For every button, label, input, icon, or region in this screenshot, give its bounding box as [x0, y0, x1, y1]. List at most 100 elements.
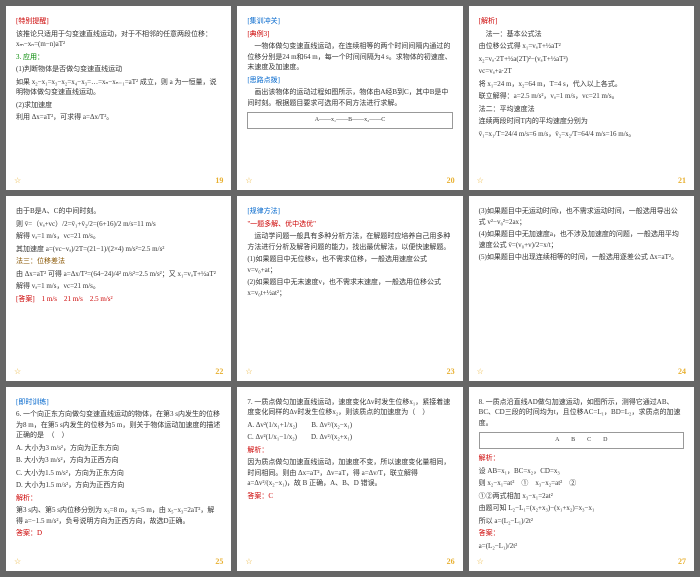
paragraph: v̄₁=x₁/T=24/4 m/s=6 m/s，v̄₂=x₂/T=64/4 m/… — [479, 129, 684, 140]
paragraph: 解析： — [16, 493, 221, 504]
paragraph: 3. 应用： — [16, 52, 221, 63]
paragraph: [特别提醒] — [16, 16, 221, 27]
text-red: "一题多解、优中选优" — [247, 220, 316, 228]
paragraph: [规律方法] — [247, 206, 452, 217]
star-icon: ☆ — [245, 366, 252, 378]
slide-number: 26 — [447, 556, 455, 568]
star-icon: ☆ — [245, 175, 252, 187]
slide-number: 24 — [678, 366, 686, 378]
slide-25: [即时训练] 6. 一个向正东方向做匀变速直线运动的物体，在第3 s内发生的位移为… — [6, 387, 231, 571]
paragraph: 画出该物体的运动过程如图所示，物体由A经B到C，其中B是中间时刻。根据题目要求可… — [247, 87, 452, 108]
paragraph: C. Δv²(1/x₁−1/x₂) D. Δv²/(x₂+x₁) — [247, 432, 452, 443]
star-icon: ☆ — [14, 175, 21, 187]
paragraph: 该推论只适用于匀变速直线运动，对于不相邻的任意两段位移：xₘ−xₙ=(m−n)a… — [16, 29, 221, 50]
paragraph: [典例3] — [247, 29, 452, 40]
slide-26: 7. 一质点做匀加速直线运动，速度变化Δv时发生位移x₁，紧接着速度变化同样的Δ… — [237, 387, 462, 571]
paragraph: (1)如果题目中无位移x，也不需求位移，一般选用速度公式 v=v₀+at； — [247, 254, 452, 275]
paragraph: 解得 vₐ=1 m/s，vc=21 m/s。 — [16, 281, 221, 292]
star-icon: ☆ — [14, 556, 21, 568]
paragraph: 则 x₂−x₁=at² ① x₃−x₂=at² ② — [479, 478, 684, 489]
text-blue: [即时训练] — [16, 398, 49, 406]
text-red: 解析： — [479, 454, 500, 462]
paragraph: 答案：D — [16, 528, 221, 539]
text-red: 解析： — [16, 494, 37, 502]
slide-27: 8. 一质点沿直线AD做匀加速运动，如图所示，测得它通过AB、BC、CD三段的时… — [469, 387, 694, 571]
text-red: [答案] 1 m/s 21 m/s 2.5 m/s² — [16, 295, 113, 303]
paragraph: 一物体做匀变速直线运动，在连续相等的两个时间间隔内通过的位移分别是24 m和64… — [247, 41, 452, 73]
paragraph: 答案：C — [247, 491, 452, 502]
paragraph: x₂=vₐ·2T+½a(2T)²−(vₐT+½aT²) — [479, 54, 684, 65]
paragraph: (3)如果题目中无运动时间t，也不需求运动时间，一般选用导出公式 v²−v₀²=… — [479, 206, 684, 227]
slide-number: 23 — [447, 366, 455, 378]
paragraph: 则 v̄=（vₐ+vc）/2=v̄₁+v̄₂/2=(6+16)/2 m/s=11… — [16, 219, 221, 230]
paragraph: 其加速度 a=(vc−vₐ)/2T=(21−1)/(2×4) m/s²=2.5 … — [16, 244, 221, 255]
diagram-box: A——x₁——B——x₂——C — [247, 112, 452, 129]
slide-21: [解析] 法一：基本公式法由位移公式得 x₁=vₐT+½aT² x₂=vₐ·2T+… — [469, 6, 694, 190]
text-brown: 法三：位移差法 — [16, 257, 65, 265]
paragraph: [解析] — [479, 16, 684, 27]
text-red: 解析： — [247, 446, 268, 454]
paragraph: 由题可知 L₂−L₁=(x₂+x₃)−(x₁+x₂)=x₃−x₁ — [479, 503, 684, 514]
paragraph: (2)求加速度 — [16, 100, 221, 111]
slide-number: 27 — [678, 556, 686, 568]
diagram-box: A B C D — [479, 432, 684, 449]
paragraph: 连续两段时间T内的平均速度分别为 — [479, 116, 684, 127]
paragraph: (4)如果题目中无加速度a，也不涉及加速度的问题，一般选用平均速度公式 v̄=(… — [479, 229, 684, 250]
paragraph: a=(L₂−L₁)/2t² — [479, 541, 684, 552]
star-icon: ☆ — [477, 556, 484, 568]
paragraph: [即时训练] — [16, 397, 221, 408]
slide-23: [规律方法] "一题多解、优中选优" 运动学问题一般具有多种分析方法，在解题时应培… — [237, 196, 462, 380]
paragraph: 解得 vₐ=1 m/s，vc=21 m/s。 — [16, 231, 221, 242]
paragraph: 联立解得：a=2.5 m/s²，vₐ=1 m/s，vc=21 m/s。 — [479, 91, 684, 102]
paragraph: [集训冲关] — [247, 16, 452, 27]
text-red: 答案：D — [16, 529, 42, 537]
slide-24: (3)如果题目中无运动时间t，也不需求运动时间，一般选用导出公式 v²−v₀²=… — [469, 196, 694, 380]
paragraph: "一题多解、优中选优" — [247, 219, 452, 230]
paragraph: 解析： — [479, 453, 684, 464]
paragraph: 将 x₁=24 m，x₂=64 m，T=4 s，代入以上各式。 — [479, 79, 684, 90]
paragraph: C. 大小为1.5 m/s²，方向为正东方向 — [16, 468, 221, 479]
paragraph: 运动学问题一般具有多种分析方法，在解题时应培养自己用多种方法进行分析及解答问题的… — [247, 231, 452, 252]
text-red: [解析] — [479, 17, 498, 25]
paragraph: [答案] 1 m/s 21 m/s 2.5 m/s² — [16, 294, 221, 305]
slide-22: 由于B是A、C的中间时刻。则 v̄=（vₐ+vc）/2=v̄₁+v̄₂/2=(6… — [6, 196, 231, 380]
paragraph: A. 大小为3 m/s²，方向为正东方向 — [16, 443, 221, 454]
star-icon: ☆ — [245, 556, 252, 568]
slide-number: 22 — [215, 366, 223, 378]
paragraph: 答案： — [479, 528, 684, 539]
text-red: 答案：C — [247, 492, 273, 500]
star-icon: ☆ — [477, 366, 484, 378]
paragraph: 解析： — [247, 445, 452, 456]
paragraph: 法一：基本公式法 — [479, 29, 684, 40]
paragraph: 因为质点做匀加速直线运动，加速度不变，所以速度变化量相同，时间相同。则由 Δx=… — [247, 457, 452, 489]
paragraph: 设 AB=x₁，BC=x₂，CD=x₃ — [479, 466, 684, 477]
paragraph: 利用 Δx=aT²，可求得 a=Δx/T²。 — [16, 112, 221, 123]
paragraph: 7. 一质点做匀加速直线运动，速度变化Δv时发生位移x₁，紧接着速度变化同样的Δ… — [247, 397, 452, 418]
slide-number: 25 — [215, 556, 223, 568]
paragraph: 6. 一个向正东方向做匀变速直线运动的物体，在第3 s内发生的位移为8 m，在第… — [16, 409, 221, 441]
paragraph: 由于B是A、C的中间时刻。 — [16, 206, 221, 217]
paragraph: 所以 a=(L₂−L₁)/2t² — [479, 516, 684, 527]
paragraph: (2)如果题目中无末速度v，也不需求末速度，一般选用位移公式 x=v₀t+½at… — [247, 277, 452, 298]
paragraph: (5)如果题目中出现连续相等的时间，一般选用逐差公式 Δx=aT²。 — [479, 252, 684, 263]
text-blue: [规律方法] — [247, 207, 280, 215]
slide-20: [集训冲关] [典例3] 一物体做匀变速直线运动，在连续相等的两个时间间隔内通过的… — [237, 6, 462, 190]
text-red: [典例3] — [247, 30, 269, 38]
star-icon: ☆ — [477, 175, 484, 187]
slide-number: 19 — [215, 175, 223, 187]
paragraph: 8. 一质点沿直线AD做匀加速运动，如图所示，测得它通过AB、BC、CD三段的时… — [479, 397, 684, 429]
paragraph: [思路点拨] — [247, 75, 452, 86]
paragraph: 由位移公式得 x₁=vₐT+½aT² — [479, 41, 684, 52]
paragraph: B. 大小为3 m/s²，方向为正西方向 — [16, 455, 221, 466]
paragraph: A. Δv²(1/x₁+1/x₂) B. Δv²/(x₂−x₁) — [247, 420, 452, 431]
slide-19: [特别提醒] 该推论只适用于匀变速直线运动，对于不相邻的任意两段位移：xₘ−xₙ=… — [6, 6, 231, 190]
paragraph: D. 大小为1.5 m/s²，方向为正西方向 — [16, 480, 221, 491]
slide-number: 20 — [447, 175, 455, 187]
paragraph: 法三：位移差法 — [16, 256, 221, 267]
paragraph: (1)判断物体是否做匀变速直线运动 — [16, 64, 221, 75]
paragraph: 由 Δx=aT² 可得 a=Δx/T²=(64−24)/4² m/s²=2.5 … — [16, 269, 221, 280]
paragraph: 法二：平均速度法 — [479, 104, 684, 115]
text-red: [特别提醒] — [16, 17, 49, 25]
star-icon: ☆ — [14, 366, 21, 378]
paragraph: 如果 x₂−x₁=x₃−x₂=x₄−x₃=…=xₙ−xₙ₋₁=aT² 成立，则 … — [16, 77, 221, 98]
